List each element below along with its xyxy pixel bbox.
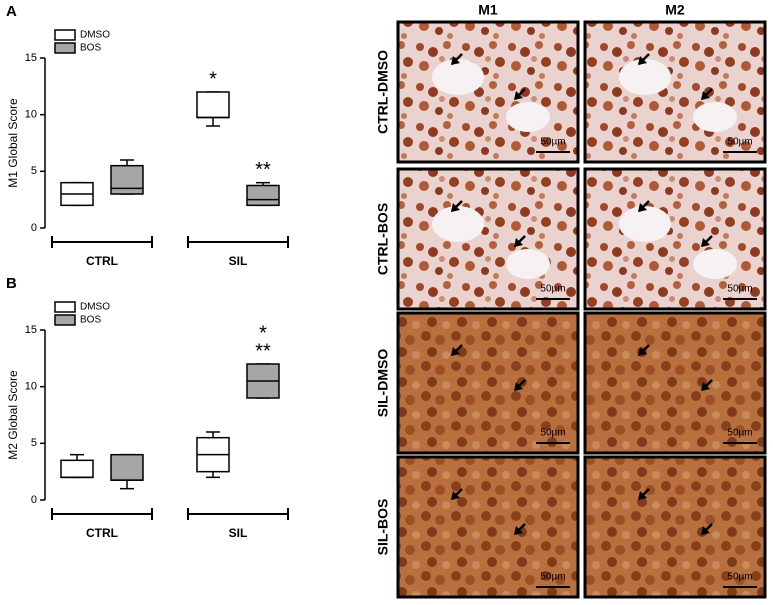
significance-mark: ** [255, 340, 271, 362]
panel-label: B [6, 275, 17, 292]
alveolar-space [693, 102, 737, 132]
alveolar-space [693, 249, 737, 279]
alveolar-space [619, 59, 671, 95]
y-tick-label: 5 [31, 165, 37, 177]
y-tick-label: 15 [25, 324, 37, 336]
scale-bar-label: 50µm [540, 284, 565, 295]
micrograph-grid: M1 M2 CTRL-DMSO 50µm 50µm CTRL-BOS 50µm 50µm SIL… [375, 2, 767, 599]
arrow-head [701, 382, 710, 391]
scale-bar-label: 50µm [727, 572, 752, 583]
alveolar-space [619, 206, 671, 242]
y-tick-label: 5 [31, 437, 37, 449]
y-tick-label: 10 [25, 381, 37, 393]
group-label: CTRL [86, 526, 118, 540]
y-axis-label: M2 Global Score [6, 370, 20, 460]
micrograph [583, 311, 767, 455]
alveolar-space [432, 59, 484, 95]
arrow-head [638, 347, 647, 356]
arrow-head [514, 382, 523, 391]
arrow-head [701, 238, 710, 247]
box [246, 184, 280, 207]
legend-label: DMSO [80, 302, 110, 313]
box [196, 91, 230, 119]
micrograph [396, 311, 580, 455]
box [60, 459, 94, 479]
legend-label: BOS [80, 43, 101, 54]
y-axis-label: M1 Global Score [6, 98, 20, 188]
micrograph [396, 167, 580, 311]
scale-bar-label: 50µm [540, 137, 565, 148]
row-label: CTRL-DMSO [375, 50, 391, 134]
arrow-head [451, 203, 460, 212]
legend-swatch [54, 42, 76, 54]
significance-mark: * [259, 322, 267, 344]
group-label: CTRL [86, 254, 118, 268]
y-tick-label: 10 [25, 109, 37, 121]
legend-swatch [54, 301, 76, 313]
micrograph [396, 455, 580, 599]
micrograph [396, 20, 580, 164]
column-label: M2 [665, 2, 685, 18]
box [110, 164, 144, 195]
panel-label: A [6, 3, 17, 20]
scale-bar-label: 50µm [727, 284, 752, 295]
y-tick-label: 0 [31, 494, 37, 506]
micrograph [583, 20, 767, 164]
box [110, 453, 144, 481]
arrow-head [514, 91, 523, 100]
group-label: SIL [229, 254, 248, 268]
alveolar-space [432, 206, 484, 242]
arrow-head [451, 347, 460, 356]
scale-bar-label: 50µm [727, 137, 752, 148]
legend-swatch [54, 29, 76, 41]
scale-bar-label: 50µm [540, 572, 565, 583]
arrow-head [451, 56, 460, 65]
micrograph [583, 455, 767, 599]
alveolar-space [506, 102, 550, 132]
row-label: CTRL-BOS [375, 203, 391, 275]
row-label: SIL-BOS [375, 499, 391, 556]
arrow-head [701, 91, 710, 100]
row-label: SIL-DMSO [375, 349, 391, 418]
group-label: SIL [229, 526, 248, 540]
significance-mark: ** [255, 159, 271, 181]
arrow-head [638, 203, 647, 212]
arrow-head [638, 491, 647, 500]
arrow-head [514, 526, 523, 535]
y-tick-label: 0 [31, 222, 37, 234]
significance-mark: * [209, 68, 217, 90]
column-label: M1 [478, 2, 498, 18]
y-tick-label: 15 [25, 52, 37, 64]
scale-bar-label: 50µm [727, 428, 752, 439]
scale-bar-label: 50µm [540, 428, 565, 439]
arrow-head [514, 238, 523, 247]
arrow-head [451, 491, 460, 500]
legend-label: BOS [80, 315, 101, 326]
alveolar-space [506, 249, 550, 279]
micrograph [583, 167, 767, 311]
legend-label: DMSO [80, 30, 110, 41]
arrow-head [701, 526, 710, 535]
arrow-head [638, 56, 647, 65]
legend-swatch [54, 314, 76, 326]
